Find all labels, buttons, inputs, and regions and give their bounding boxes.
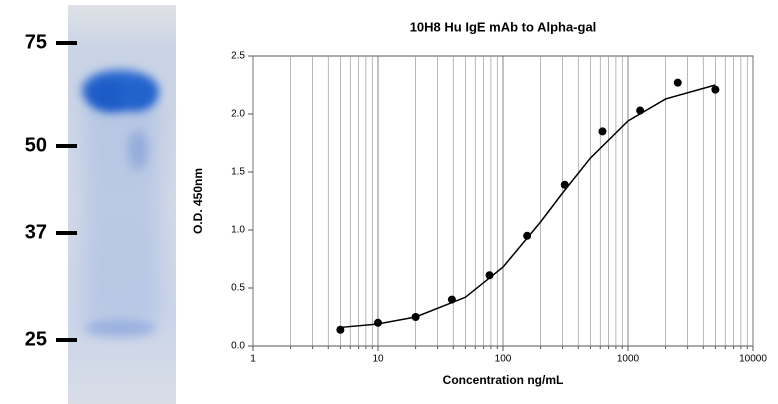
mw-marker-tick — [56, 41, 77, 45]
x-tick-label: 10000 — [739, 354, 767, 365]
x-tick-label: 1000 — [617, 354, 640, 365]
mw-marker-label: 25 — [25, 328, 47, 350]
chart-title: 10H8 Hu IgE mAb to Alpha-gal — [410, 19, 597, 34]
y-axis-label: O.D. 450nm — [191, 168, 205, 234]
mw-marker-tick — [56, 144, 77, 148]
y-tick-label: 0.5 — [231, 283, 245, 294]
y-tick-label: 1.0 — [231, 225, 245, 236]
data-point — [673, 78, 682, 87]
plot-area — [252, 55, 754, 347]
mw-marker-label: 37 — [25, 221, 47, 243]
x-tick-label: 10 — [372, 354, 384, 365]
y-tick-label: 2.0 — [231, 109, 245, 120]
y-tick-label: 1.5 — [231, 167, 245, 178]
x-axis-label: Concentration ng/mL — [443, 373, 564, 387]
mw-marker-label: 50 — [25, 134, 47, 156]
data-point — [598, 127, 607, 136]
x-tick-label: 1 — [250, 354, 256, 365]
fit-curve — [340, 84, 716, 329]
data-point — [711, 85, 720, 94]
mw-marker-tick — [56, 231, 77, 235]
gel-image — [68, 5, 176, 404]
x-tick-label: 100 — [495, 354, 512, 365]
y-tick-label: 0.0 — [231, 341, 245, 352]
data-point — [523, 231, 532, 240]
y-tick-label: 2.5 — [231, 51, 245, 62]
mw-marker-tick — [56, 338, 77, 342]
mw-marker-label: 75 — [25, 31, 47, 53]
